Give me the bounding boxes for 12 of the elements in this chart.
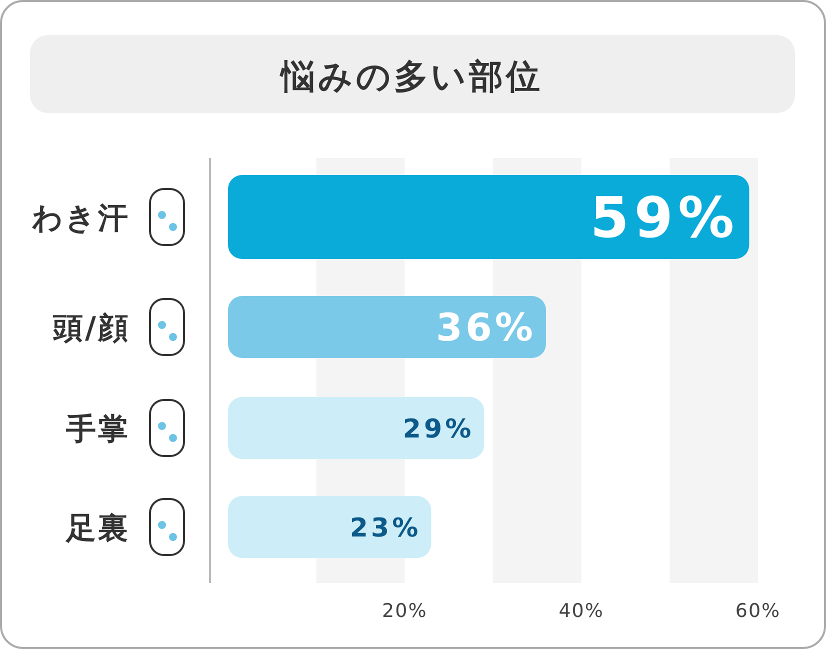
data-label: 29% (402, 414, 474, 444)
data-label: 23% (350, 513, 422, 544)
x-tick-label: 40% (558, 600, 604, 622)
data-label: 59% (590, 186, 740, 252)
y-tick-label: わき汗 (32, 201, 130, 236)
y-tick-label: 足裏 (65, 511, 130, 546)
chart-title: 悩みの多い部位 (279, 57, 543, 97)
y-tick-label: 頭/顔 (52, 311, 130, 346)
x-tick-label: 20% (382, 600, 428, 622)
y-tick-label: 手掌 (65, 412, 130, 447)
data-label: 36% (436, 306, 536, 350)
x-tick-label: 60% (735, 600, 781, 622)
